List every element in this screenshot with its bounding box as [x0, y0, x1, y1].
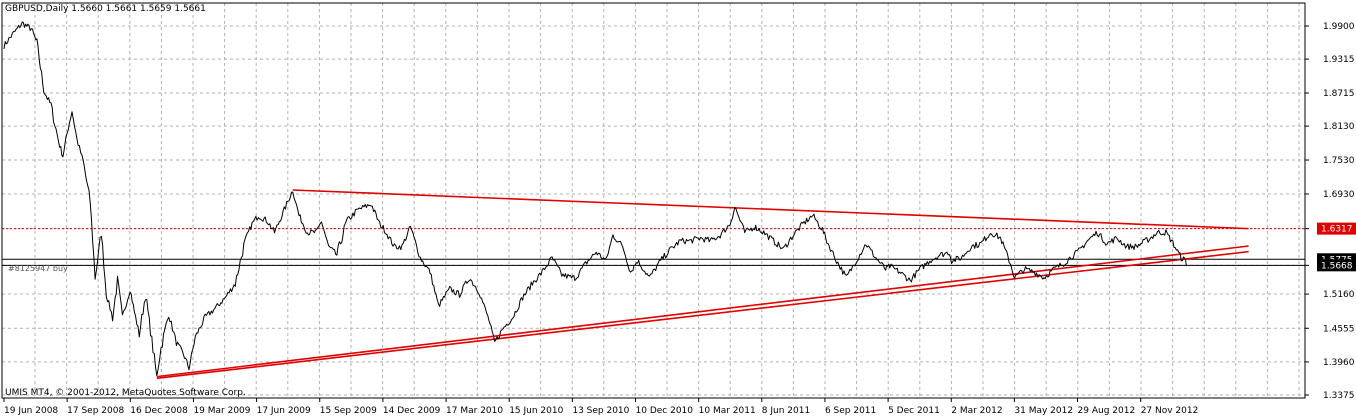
y-tick-label: 1.9315	[1323, 55, 1355, 65]
price-tag-label: 1.6317	[1321, 225, 1353, 235]
price-tag-box	[1317, 259, 1356, 272]
x-tick-label: 15 Sep 2009	[320, 406, 377, 416]
x-tick-label: 6 Sep 2011	[825, 406, 876, 416]
x-tick-label: 27 Nov 2012	[1141, 406, 1199, 416]
price-tag-label: 1.5668	[1321, 261, 1353, 271]
x-tick-label: 13 Sep 2010	[572, 406, 629, 416]
price-tag-box	[1317, 222, 1356, 235]
price-line	[3, 21, 1188, 376]
plot-border	[1, 2, 1306, 399]
price-series	[3, 21, 1188, 376]
y-tick-label: 1.4555	[1323, 324, 1355, 334]
order-label: #8125947 buy	[8, 264, 68, 273]
y-tick-label: 1.7530	[1323, 156, 1355, 166]
x-axis: 19 Jun 2008 17 Sep 2008 16 Dec 2008 19 Mar …	[3, 398, 1199, 416]
y-tick-label: 1.6930	[1323, 190, 1355, 200]
x-tick-label: 15 Jun 2010	[509, 406, 563, 416]
x-tick-label: 31 May 2012	[1014, 406, 1073, 416]
x-tick-label: 17 Sep 2008	[67, 406, 124, 416]
chart-grid	[2, 3, 1305, 398]
y-tick-label: 1.8130	[1323, 122, 1355, 132]
chart-frame	[1, 2, 1306, 399]
y-tick-label: 1.9900	[1323, 22, 1355, 32]
x-tick-label: 5 Dec 2011	[888, 406, 940, 416]
x-tick-label: 8 Jun 2011	[762, 406, 810, 416]
y-tick-label: 1.3375	[1323, 391, 1355, 401]
trendline	[156, 250, 1249, 380]
x-tick-label: 17 Jun 2009	[257, 406, 311, 416]
x-tick-label: 17 Mar 2010	[446, 406, 503, 416]
trendlines[interactable]	[156, 189, 1249, 380]
x-tick-label: 29 Aug 2012	[1078, 406, 1136, 416]
trendline	[292, 189, 1249, 230]
copyright-text: UMIS MT4, © 2001-2012, MetaQuotes Softwa…	[5, 388, 246, 398]
y-axis: 1.9900 1.9315 1.8715 1.8130 1.7530 1.6930 1.63…	[1305, 22, 1355, 401]
y-tick-label: 1.8715	[1323, 89, 1355, 99]
x-tick-label: 19 Jun 2008	[4, 406, 58, 416]
trendline	[156, 245, 1249, 378]
x-tick-label: 10 Mar 2011	[699, 406, 756, 416]
x-tick-label: 16 Dec 2008	[130, 406, 188, 416]
x-tick-label: 2 Mar 2012	[951, 406, 1002, 416]
x-tick-label: 19 Mar 2009	[193, 406, 250, 416]
x-tick-label: 10 Dec 2010	[636, 406, 694, 416]
symbol-header: GBPUSD,Daily 1.5660 1.5661 1.5659 1.5661	[5, 4, 206, 14]
y-tick-label: 1.3960	[1323, 358, 1355, 368]
y-tick-label: 1.5160	[1323, 290, 1355, 300]
x-tick-label: 14 Dec 2009	[383, 406, 441, 416]
horizontal-lines	[2, 228, 1305, 266]
